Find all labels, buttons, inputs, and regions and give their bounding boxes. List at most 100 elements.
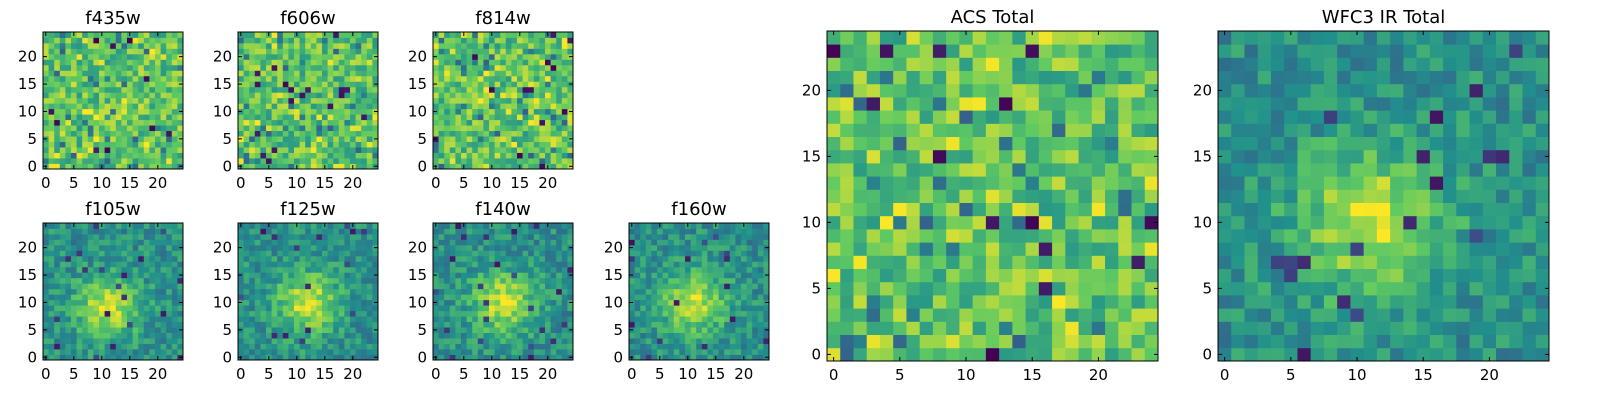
heatmap-cell	[271, 321, 278, 328]
heatmap-cell	[959, 215, 974, 230]
heatmap-cell	[461, 42, 467, 49]
heatmap-cell	[433, 86, 439, 93]
heatmap-cell	[322, 37, 328, 44]
heatmap-cell	[71, 283, 77, 290]
heatmap-cell	[305, 130, 312, 137]
heatmap-cell	[48, 81, 55, 88]
heatmap-cell	[266, 332, 272, 339]
heatmap-cell	[138, 277, 145, 284]
heatmap-cell	[59, 244, 66, 251]
heatmap-cell	[472, 147, 479, 153]
heatmap-cell	[59, 97, 66, 104]
heatmap-cell	[299, 310, 306, 317]
heatmap-cell	[243, 310, 250, 317]
x-tick-label: 5	[459, 174, 469, 192]
heatmap-cell	[322, 316, 328, 323]
heatmap-cell	[249, 37, 256, 44]
heatmap-cell	[483, 354, 490, 361]
heatmap-cell	[449, 343, 456, 350]
heatmap-cell	[366, 86, 373, 93]
heatmap-cell	[866, 295, 881, 309]
heatmap-cell	[556, 354, 563, 361]
heatmap-cell	[71, 277, 77, 284]
heatmap-cell	[449, 147, 456, 153]
heatmap-cell	[99, 81, 105, 88]
heatmap-cell	[1131, 229, 1146, 243]
heatmap-cell	[517, 108, 523, 115]
heatmap-cell	[155, 125, 161, 132]
heatmap-cell	[879, 149, 894, 164]
heatmap-cell	[561, 272, 568, 279]
heatmap-cell	[82, 343, 89, 350]
heatmap-cell	[322, 349, 328, 355]
heatmap-cell	[338, 103, 345, 110]
heatmap-cell	[132, 158, 139, 164]
heatmap-cell	[115, 119, 122, 126]
heatmap-cell	[444, 48, 451, 55]
heatmap-cell	[455, 53, 462, 60]
heatmap-cell	[372, 250, 379, 257]
heatmap-cell	[149, 130, 156, 137]
heatmap-cell	[455, 59, 462, 66]
heatmap-cell	[522, 343, 529, 350]
heatmap-cell	[372, 152, 379, 159]
heatmap-cell	[372, 261, 379, 268]
heatmap-cell	[243, 158, 250, 164]
heatmap-cell	[171, 103, 178, 110]
heatmap-cell	[355, 343, 362, 350]
heatmap-cell	[254, 158, 261, 164]
heatmap-cell	[946, 281, 960, 296]
heatmap-cell	[299, 59, 306, 66]
heatmap-cell	[160, 75, 167, 82]
heatmap-cell	[724, 261, 731, 268]
heatmap-cell	[82, 141, 89, 148]
heatmap-cell	[338, 228, 345, 235]
heatmap-cell	[483, 327, 490, 333]
heatmap-cell	[271, 48, 278, 55]
heatmap-cell	[294, 255, 300, 262]
heatmap-cell	[305, 244, 312, 251]
heatmap-cell	[104, 32, 111, 38]
heatmap-cell	[310, 288, 317, 295]
heatmap-cell	[327, 299, 334, 306]
heatmap-cell	[177, 349, 184, 355]
heatmap-cell	[260, 316, 267, 323]
heatmap-cell	[121, 305, 128, 312]
heatmap-cell	[673, 343, 680, 350]
heatmap-cell	[160, 152, 167, 159]
x-tick-label: 5	[459, 365, 469, 383]
heatmap-cell	[461, 305, 467, 312]
heatmap-cell	[43, 114, 49, 121]
y-tick-label: 5	[222, 130, 232, 148]
heatmap-cell	[138, 70, 145, 77]
heatmap-cell	[271, 250, 278, 257]
heatmap-cell	[48, 223, 55, 229]
heatmap-cell	[87, 125, 94, 132]
heatmap-cell	[500, 86, 507, 93]
heatmap-cell	[545, 125, 551, 132]
heatmap-cell	[483, 266, 490, 273]
heatmap-cell	[138, 103, 145, 110]
heatmap-cell	[701, 294, 708, 301]
heatmap-cell	[438, 32, 445, 38]
heatmap-cell	[87, 48, 94, 55]
heatmap-cell	[288, 349, 295, 355]
heatmap-cell	[54, 70, 61, 77]
heatmap-cell	[76, 81, 83, 88]
heatmap-cell	[104, 86, 111, 93]
heatmap-cell	[160, 97, 167, 104]
heatmap-cell	[545, 255, 551, 262]
heatmap-cell	[160, 244, 167, 251]
heatmap-cell	[539, 42, 546, 49]
heatmap-cell	[316, 136, 323, 142]
heatmap-cell	[294, 338, 300, 344]
heatmap-cell	[735, 239, 742, 246]
heatmap-cell	[444, 327, 451, 333]
heatmap-cell	[522, 239, 529, 246]
heatmap-cell	[494, 223, 501, 229]
heatmap-cell	[522, 288, 529, 295]
heatmap-cell	[260, 81, 267, 88]
heatmap-cell	[752, 250, 759, 257]
heatmap-cell	[310, 81, 317, 88]
heatmap-cell	[322, 48, 328, 55]
